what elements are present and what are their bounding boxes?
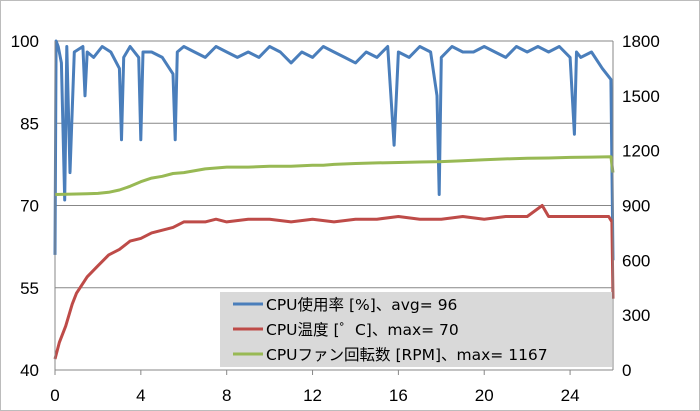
right-tick-label: 1500 (622, 87, 660, 106)
left-tick-label: 85 (20, 114, 39, 133)
left-tick-label: 55 (20, 279, 39, 298)
right-tick-label: 1800 (622, 32, 660, 51)
series-line-3 (54, 155, 615, 196)
legend: CPU使用率 [%]、avg= 96 CPU温度 [゜C]、max= 70 CPUフ… (220, 292, 612, 367)
x-tick-label: 4 (136, 386, 145, 405)
series-line-1 (53, 39, 615, 261)
x-tick-label: 8 (222, 386, 231, 405)
x-tick-label: 0 (50, 386, 59, 405)
x-tick-label: 20 (475, 386, 494, 405)
legend-label: CPU温度 [゜C]、max= 70 (266, 321, 459, 339)
legend-label: CPUファン回転数 [RPM]、max= 1167 (266, 346, 548, 364)
left-tick-label: 40 (20, 361, 39, 380)
right-tick-label: 900 (622, 197, 650, 216)
right-tick-label: 300 (622, 306, 650, 325)
series-line-2 (53, 204, 615, 360)
left-axis-tick-labels: 40 55 70 85 100 (11, 32, 39, 380)
x-tick-label: 24 (561, 386, 580, 405)
right-axis-tick-labels: 0 300 600 900 1200 1500 1800 (622, 32, 660, 380)
right-tick-label: 600 (622, 251, 650, 270)
series-layer (53, 39, 615, 360)
right-tick-label: 1200 (622, 142, 660, 161)
x-tick-label: 16 (389, 386, 408, 405)
x-tick-label: 12 (303, 386, 322, 405)
right-tick-label: 0 (622, 361, 631, 380)
legend-background (220, 292, 612, 367)
left-tick-label: 100 (11, 32, 39, 51)
legend-label: CPU使用率 [%]、avg= 96 (266, 296, 457, 314)
left-tick-label: 70 (20, 197, 39, 216)
axes (54, 41, 614, 375)
x-axis-tick-labels: 0 4 8 12 16 20 24 (50, 386, 579, 405)
